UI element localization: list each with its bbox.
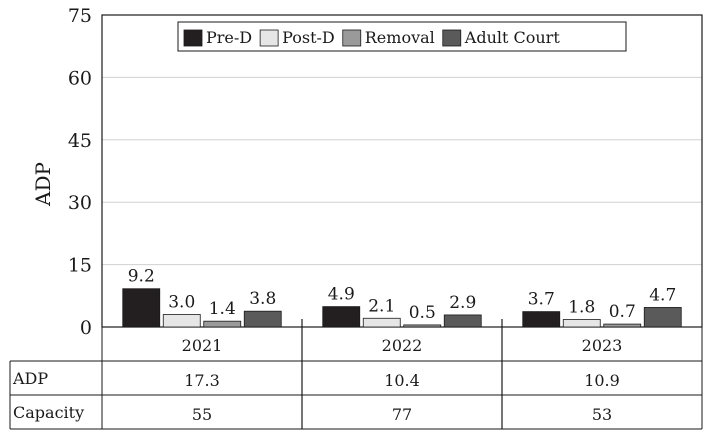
bar-pre-d — [522, 311, 561, 328]
gridlines — [101, 14, 703, 328]
data-table: 2021 2022 2023 ADP 17.3 10.4 10.9 Capacity 55 77 5… — [9, 319, 703, 430]
bar-adult-court — [643, 307, 682, 328]
bar-removal — [403, 324, 442, 328]
data-labels: 9.2 3.0 1.4 3.8 4.9 2.1 0.5 2.9 3.7 1.8 0.7 4.7 — [128, 267, 677, 323]
data-label: 2.1 — [368, 296, 395, 316]
y-tick-label: 30 — [68, 192, 92, 214]
plot-frame — [101, 14, 703, 328]
data-label: 2.9 — [449, 293, 476, 313]
y-axis: 0 15 30 45 60 75 — [68, 5, 92, 339]
legend-swatch — [342, 29, 362, 47]
legend-label: Adult Court — [464, 28, 561, 47]
bar-post-d — [362, 317, 401, 328]
table-cell: 55 — [192, 405, 212, 424]
data-label: 4.9 — [328, 285, 355, 305]
bar-pre-d — [322, 306, 361, 328]
bar-pre-d — [122, 288, 161, 328]
data-label: 1.4 — [209, 299, 236, 319]
bar-post-d — [562, 319, 601, 328]
bars — [122, 288, 682, 328]
bar-adult-court — [243, 310, 282, 328]
legend-swatch — [442, 29, 462, 47]
data-label: 0.7 — [609, 302, 636, 322]
table-cell: 77 — [392, 405, 412, 424]
bar-post-d — [162, 314, 201, 328]
y-tick-label: 0 — [80, 317, 92, 339]
data-label: 4.7 — [649, 285, 676, 305]
y-tick-label: 15 — [68, 255, 92, 277]
category-label: 2021 — [182, 336, 223, 355]
legend-swatch — [259, 29, 279, 47]
bar-removal — [603, 323, 642, 328]
y-tick-label: 45 — [68, 130, 92, 152]
data-label: 3.0 — [168, 293, 195, 313]
data-label: 0.5 — [409, 303, 436, 323]
data-label: 1.8 — [568, 298, 595, 318]
y-tick-label: 60 — [68, 67, 92, 89]
legend-box — [177, 21, 627, 52]
table-cell: 17.3 — [184, 371, 220, 390]
table-cell: 53 — [592, 405, 612, 424]
table-row-label: ADP — [12, 369, 48, 388]
bar-removal — [203, 320, 242, 328]
category-label: 2023 — [582, 336, 623, 355]
y-axis-label: ADP — [31, 162, 55, 207]
table-cell: 10.9 — [584, 371, 620, 390]
legend-label: Removal — [365, 28, 435, 47]
data-label: 3.7 — [528, 290, 555, 310]
bar-adult-court — [443, 314, 482, 328]
table-row-label: Capacity — [13, 403, 84, 422]
legend-swatch — [183, 29, 203, 47]
legend-label: Post-D — [282, 28, 335, 47]
y-tick-label: 75 — [68, 5, 92, 27]
legend: Pre-D Post-D Removal Adult Court — [177, 21, 627, 52]
category-label: 2022 — [382, 336, 423, 355]
data-label: 3.8 — [249, 289, 276, 309]
legend-label: Pre-D — [206, 28, 252, 47]
data-label: 9.2 — [128, 267, 155, 287]
table-cell: 10.4 — [384, 371, 420, 390]
